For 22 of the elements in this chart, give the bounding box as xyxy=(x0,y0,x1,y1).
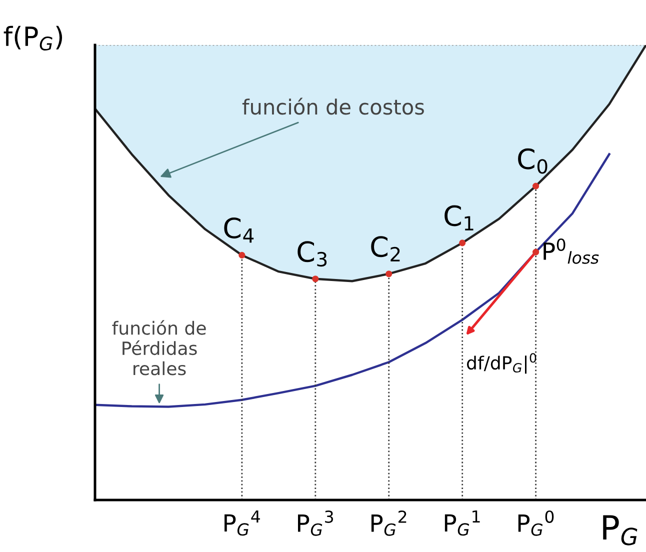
point xyxy=(312,276,319,282)
x-tick-label: P$_{G}$$^{3}$ xyxy=(298,510,334,536)
annotation: P$^{0}$$_{loss}$ xyxy=(544,238,599,264)
point xyxy=(459,240,466,246)
point xyxy=(386,270,392,278)
y-axis-title: f(P$_{G}$) xyxy=(4,26,62,51)
annotation: df/dP$_{G}$|$^{0}$ xyxy=(467,353,536,374)
x-tick-label: P$_{G}$$^{0}$ xyxy=(518,510,554,536)
point xyxy=(532,182,540,190)
x-axis-title: P$_{G}$ xyxy=(603,515,638,546)
point xyxy=(532,248,540,256)
annotation: función de costos xyxy=(242,98,424,115)
x-tick-label: P$_{G}$$^{2}$ xyxy=(371,510,406,536)
annotation: C$_{0}$ xyxy=(518,148,548,174)
annotation: C$_{2}$ xyxy=(371,236,400,262)
x-tick-label: P$_{G}$$^{4}$ xyxy=(224,510,260,536)
point xyxy=(238,252,246,259)
annotation: C$_{4}$ xyxy=(224,217,254,243)
x-tick-label: P$_{G}$$^{1}$ xyxy=(444,510,480,536)
annotation: C$_{1}$ xyxy=(444,205,474,230)
annotation: función de Pérdidas reales xyxy=(112,320,206,376)
annotation: C$_{3}$ xyxy=(298,241,327,267)
